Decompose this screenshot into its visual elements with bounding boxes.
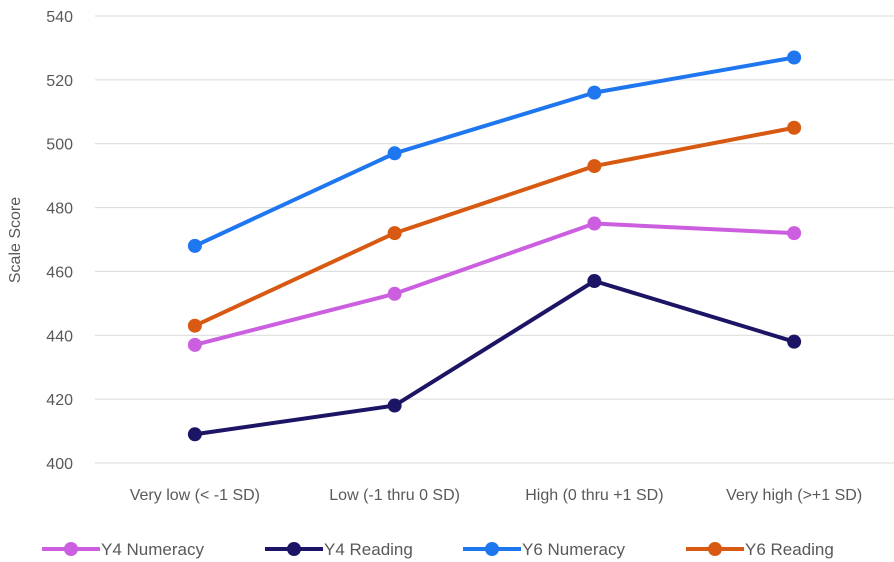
y-tick-label: 460 <box>46 264 73 281</box>
data-point <box>587 85 602 100</box>
legend-label: Y4 Reading <box>324 540 413 559</box>
legend-label: Y6 Reading <box>745 540 834 559</box>
data-point <box>387 398 402 413</box>
y-axis-ticks: 400 420 440 460 480 500 520 540 <box>46 9 73 473</box>
series-line <box>192 279 797 437</box>
y-tick-label: 440 <box>46 328 73 345</box>
x-axis-ticks: Very low (< -1 SD) Low (-1 thru 0 SD) High… <box>130 487 862 504</box>
series-y4-numeracy <box>187 216 802 352</box>
data-point <box>187 238 202 253</box>
data-point <box>587 159 602 174</box>
data-point <box>187 318 202 333</box>
series-lines <box>187 50 802 442</box>
data-point <box>787 120 802 135</box>
y-tick-label: 400 <box>46 456 73 473</box>
series-line <box>192 55 797 248</box>
y-tick-label: 520 <box>46 73 73 90</box>
legend-item: Y6 Reading <box>686 540 834 559</box>
y-tick-label: 540 <box>46 9 73 26</box>
series-y6-reading <box>187 120 802 333</box>
legend-swatch-marker <box>485 542 499 556</box>
data-point <box>787 334 802 349</box>
gridlines <box>95 15 894 464</box>
series-y6-numeracy <box>187 50 802 253</box>
x-tick-label: Very low (< -1 SD) <box>130 487 260 504</box>
data-point <box>187 427 202 442</box>
series-y4-reading <box>187 274 802 442</box>
x-tick-label: Very high (>+1 SD) <box>726 487 862 504</box>
y-axis-title: Scale Score <box>7 197 24 283</box>
data-point <box>587 274 602 289</box>
data-point <box>587 216 602 231</box>
data-point <box>387 286 402 301</box>
data-point <box>387 146 402 161</box>
data-point <box>787 50 802 65</box>
legend-item: Y4 Reading <box>265 540 413 559</box>
legend-swatch-marker <box>287 542 301 556</box>
legend-swatch-marker <box>708 542 722 556</box>
legend: Y4 Numeracy Y4 Reading Y6 Numeracy Y6 Readi… <box>42 540 834 559</box>
legend-swatch-marker <box>64 542 78 556</box>
x-tick-label: Low (-1 thru 0 SD) <box>329 487 460 504</box>
y-tick-label: 500 <box>46 137 73 154</box>
series-line <box>192 221 797 347</box>
data-point <box>387 226 402 241</box>
y-tick-label: 420 <box>46 392 73 409</box>
x-tick-label: High (0 thru +1 SD) <box>525 487 663 504</box>
y-tick-label: 480 <box>46 201 73 218</box>
data-point <box>187 337 202 352</box>
legend-label: Y6 Numeracy <box>522 540 625 559</box>
series-line <box>192 125 797 328</box>
legend-item: Y6 Numeracy <box>463 540 625 559</box>
data-point <box>787 226 802 241</box>
legend-label: Y4 Numeracy <box>101 540 204 559</box>
legend-item: Y4 Numeracy <box>42 540 204 559</box>
